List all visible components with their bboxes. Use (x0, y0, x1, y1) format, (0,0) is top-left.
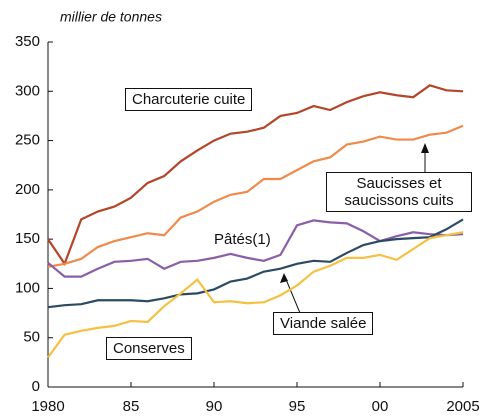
arrow (284, 276, 301, 314)
series-label: Saucisses et saucissons cuits (326, 172, 472, 212)
series-line (47, 231, 464, 359)
x-tick-label: 2005 (446, 398, 479, 415)
series-label: Charcuterie cuite (125, 88, 253, 111)
y-tick-label: 250 (15, 132, 40, 149)
y-tick-label: 0 (32, 378, 40, 395)
y-tick-label: 100 (15, 279, 40, 296)
x-tick-label: 00 (372, 398, 389, 415)
series-label: Pâtés(1) (214, 231, 271, 248)
y-tick-label: 300 (15, 82, 40, 99)
x-tick-label: 95 (289, 398, 306, 415)
y-tick-label: 200 (15, 181, 40, 198)
arrow-head (421, 143, 429, 153)
series-label: Viande salée (273, 312, 374, 335)
y-tick-label: 50 (23, 329, 40, 346)
y-tick-label: 350 (15, 33, 40, 50)
y-tick-label: 150 (15, 230, 40, 247)
x-tick-label: 85 (123, 398, 140, 415)
x-tick-label: 1980 (31, 398, 64, 415)
series-line (47, 124, 464, 268)
y-axis-label: millier de tonnes (60, 9, 162, 25)
series-line (47, 219, 464, 278)
series-label: Conserves (106, 337, 192, 360)
series-line (47, 84, 464, 267)
x-tick-label: 90 (206, 398, 223, 415)
arrow-head (280, 273, 288, 283)
series-line (47, 218, 464, 309)
